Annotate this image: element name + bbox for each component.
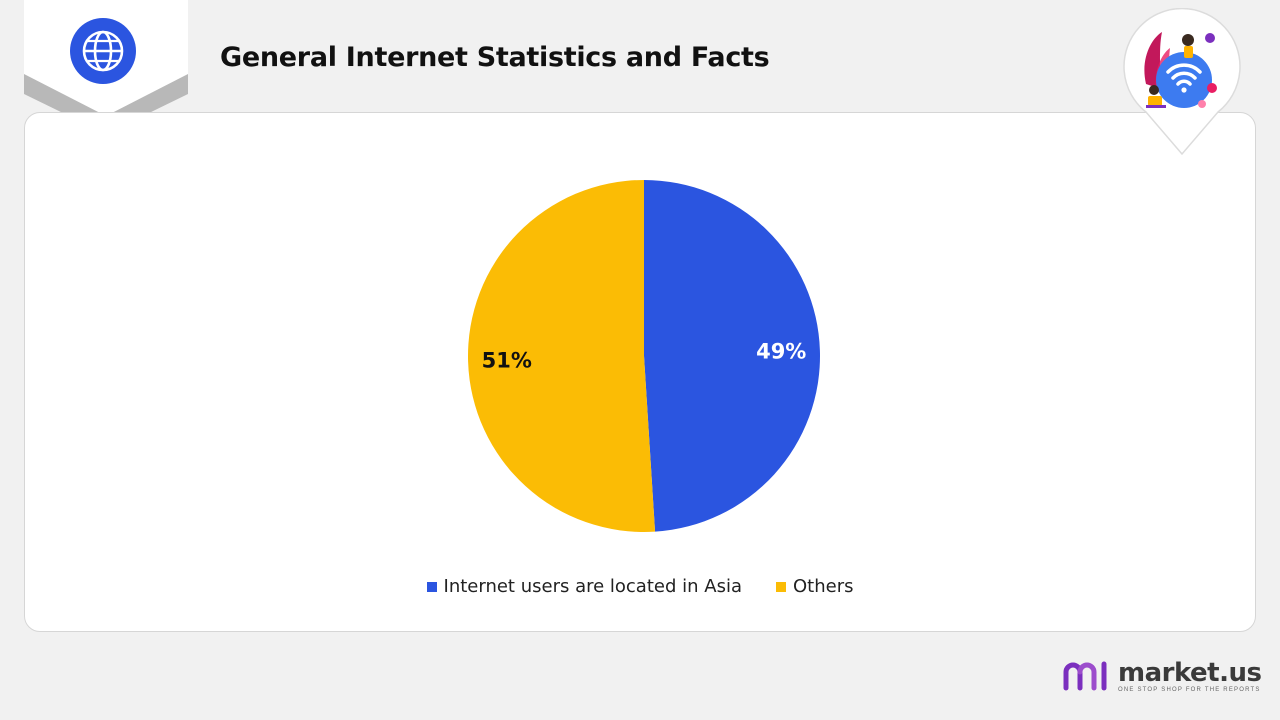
brand-tagline: ONE STOP SHOP FOR THE REPORTS [1118, 686, 1261, 693]
illustration-pin [1118, 7, 1246, 160]
pie-label-others: 51% [482, 348, 532, 372]
market-us-logo-icon [1063, 661, 1107, 691]
pie-slice-others [468, 180, 656, 532]
globe-icon [70, 18, 136, 84]
wifi-globe-illustration [1144, 32, 1217, 108]
legend-label-others: Others [792, 576, 854, 597]
page-title: General Internet Statistics and Facts [220, 42, 770, 73]
legend-label-asia: Internet users are located in Asia [443, 576, 742, 597]
chart-legend: Internet users are located in Asia Other… [0, 576, 1280, 597]
legend-swatch-asia [426, 581, 437, 592]
legend-item-asia: Internet users are located in Asia [426, 576, 742, 597]
brand-name: market.us [1118, 657, 1262, 688]
pie-slice-asia [644, 180, 821, 532]
pie-label-asia: 49% [756, 340, 806, 364]
header-badge [24, 0, 188, 134]
legend-item-others: Others [775, 576, 854, 597]
legend-swatch-others [775, 581, 786, 592]
brand-logo[interactable]: market.us ONE STOP SHOP FOR THE REPORTS [1062, 656, 1262, 696]
